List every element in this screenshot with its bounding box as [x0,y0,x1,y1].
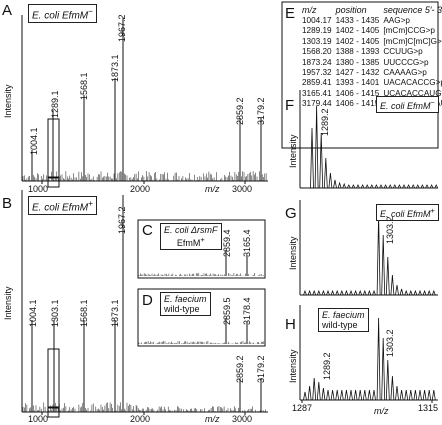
cell-sequence: [mCm]CCG>p [383,26,435,36]
panel-label-e: E [285,5,296,22]
x-tick: 1000 [28,184,49,194]
peak-label: 1873.1 [110,54,120,82]
cell-sequence: AAG>p [383,16,410,25]
cell-position: 1380 - 1385 [335,57,380,67]
mz-table-box: m/z position sequence 5′- 3′ 1004.17 1433… [300,4,442,110]
mz-table: m/z position sequence 5′- 3′ 1004.17 1433… [300,4,442,110]
table-row: 1568.20 1388 - 1393 CCUUG>p [300,47,442,57]
panel-label-f: F [285,97,295,114]
peak-label: 1303.1 [50,299,60,327]
peak-label: 1289.1 [50,90,60,118]
isotope-envelope [303,317,436,401]
cell-position: 1406 - 1415 [335,99,380,109]
cell-mz: 1004.17 [302,16,332,25]
table-row: 1957.32 1427 - 1432 CAAAAG>p [300,68,442,78]
panel-g-title: E. coli EfmM+ [376,204,439,221]
panel-label-a: A [2,2,13,19]
panel-f-title: E. coli EfmM− [376,96,439,113]
panel-h-ylabel: Intensity [288,349,298,383]
cell-mz: 1873.24 [302,57,332,67]
cell-sequence: UCACACCAUG>p [383,88,442,98]
peak-label: 1303.2 [385,329,395,357]
cell-position: 1427 - 1432 [335,68,380,78]
panel-label-b: B [2,195,13,212]
cell-position: 1402 - 1405 [335,26,380,36]
panel-label-d: D [142,292,153,309]
x-axis-label: m/z [205,414,220,424]
peak-label: 2859.5 [222,297,232,325]
table-row: 2859.41 1393 - 1401 UACACACCG>p [300,78,442,88]
x-tick: 2000 [130,414,151,424]
x-tick: 2000 [130,184,151,194]
peak-label: 3179.2 [256,97,266,125]
col-header-position: position [335,5,367,15]
peak-label: 3178.4 [242,297,252,325]
panel-a-ylabel: Intensity [3,84,13,118]
table-row: 1303.19 1402 - 1405 [mCm]C[mC]G>p [300,37,442,47]
peak-label: 3179.2 [256,355,266,383]
panel-c-title: E. coli ΔrsmF EfmM+ [160,223,222,250]
peak-label: 1568.1 [79,299,89,327]
cell-mz: 1568.20 [302,47,332,57]
cell-sequence: [mCm]C[mC]G>p [383,36,442,46]
peak-label: 1873.1 [110,299,120,327]
x-axis-label: m/z [374,406,389,416]
cell-position: 1433 - 1435 [335,16,380,25]
table-row: 1004.17 1433 - 1435 AAG>p [300,16,442,26]
peak-label: 1289.2 [320,108,330,136]
peak-label: 1004.1 [29,127,39,155]
col-header-mz: m/z [302,5,317,15]
x-tick: 1000 [28,414,49,424]
cell-sequence: CCUUG>p [383,47,423,57]
isotope-envelope [303,214,436,296]
cell-mz: 2859.41 [302,78,332,88]
cell-sequence: UACACACCG>p [383,78,442,88]
x-tick: 3000 [232,184,253,194]
cell-position: 1388 - 1393 [335,47,380,57]
x-tick: 1315 [418,403,439,413]
cell-mz: 3165.41 [302,88,332,98]
panel-b-ylabel: Intensity [3,286,13,320]
peak-label: 1967.2 [117,14,127,42]
panel-f-ylabel: Intensity [288,134,298,168]
cell-position: 1393 - 1401 [335,78,380,88]
cell-position: 1406 - 1415 [335,88,380,98]
panel-label-h: H [285,316,296,333]
peak-label: 1303.2 [385,216,395,244]
table-row: 1873.24 1380 - 1385 UUCCCG>p [300,58,442,68]
peak-label: 1568.1 [79,72,89,100]
peak-label: 2859.2 [235,355,245,383]
panel-label-c: C [142,222,153,239]
peak-label: 1289.2 [322,352,332,380]
panel-d-title: E. faecium wild-type [160,292,211,316]
cell-mz: 1303.19 [302,36,332,46]
col-header-sequence: sequence 5′- 3′ [383,5,442,15]
peak-label: 2859.4 [222,229,232,257]
x-axis-label: m/z [205,184,220,194]
panel-h-title: E. faecium wild-type [318,308,369,332]
panel-a-title: E. coli EfmM− [28,4,97,24]
cell-sequence: CAAAAG>p [383,68,427,78]
isotope-envelope [310,105,439,189]
cell-position: 1402 - 1405 [335,36,380,46]
peak-label: 1004.1 [28,299,38,327]
panel-g-ylabel: Intensity [288,236,298,270]
cell-mz: 1957.32 [302,68,332,78]
cell-mz: 3179.44 [302,99,332,109]
peak-label: 2859.2 [235,97,245,125]
x-tick: 1287 [292,403,313,413]
cell-sequence: UUCCCG>p [383,57,429,67]
x-tick: 3000 [232,414,253,424]
panel-b-title: E. coli EfmM+ [28,196,97,216]
table-row: 1289.19 1402 - 1405 [mCm]CCG>p [300,26,442,36]
cell-mz: 1289.19 [302,26,332,36]
peak-label: 3165.4 [242,229,252,257]
peak-label: 1967.2 [117,206,127,234]
panel-label-g: G [285,205,297,222]
